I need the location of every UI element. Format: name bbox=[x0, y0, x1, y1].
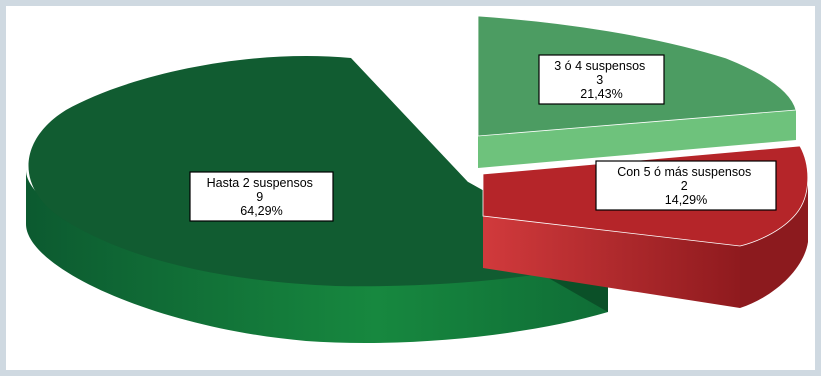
slice-hasta-2-side bbox=[26, 170, 608, 343]
label-count: 9 bbox=[256, 190, 263, 204]
label-name: Hasta 2 suspensos bbox=[207, 176, 313, 190]
data-label-con-5: Con 5 ó más suspensos 2 14,29% bbox=[595, 160, 777, 211]
label-percent: 21,43% bbox=[580, 87, 622, 101]
svg-text:Hasta 2 suspensos 9: Hasta 2 suspensos 9 64,29% bbox=[207, 176, 317, 218]
label-name: Con 5 ó más suspensos bbox=[617, 165, 751, 179]
label-name: 3 ó 4 suspensos bbox=[554, 59, 645, 73]
slice-con-5-side bbox=[483, 216, 740, 308]
slice-con-5-side-right bbox=[740, 182, 808, 308]
slice-hasta-2-top bbox=[28, 55, 608, 287]
label-count: 2 bbox=[681, 179, 688, 193]
label-percent: 64,29% bbox=[240, 204, 282, 218]
data-label-hasta-2: Hasta 2 suspensos 9 64,29% bbox=[189, 171, 334, 222]
label-percent: 14,29% bbox=[665, 193, 707, 207]
pie-chart: Hasta 2 suspensos 9 64,29% 3 ó 4 suspens… bbox=[26, 15, 809, 343]
label-count: 3 bbox=[596, 73, 603, 87]
data-label-3-o-4: 3 ó 4 suspensos 3 21,43% bbox=[538, 54, 665, 105]
slice-3-o-4-side bbox=[478, 110, 796, 168]
chart-area: Hasta 2 suspensos 9 64,29% 3 ó 4 suspens… bbox=[6, 6, 815, 370]
svg-text:Con 5 ó más suspensos: Con 5 ó más suspensos 2 14,29% bbox=[617, 165, 755, 207]
svg-text:3 ó 4 suspensos 3: 3 ó 4 suspensos 3 21,43% bbox=[554, 59, 649, 101]
